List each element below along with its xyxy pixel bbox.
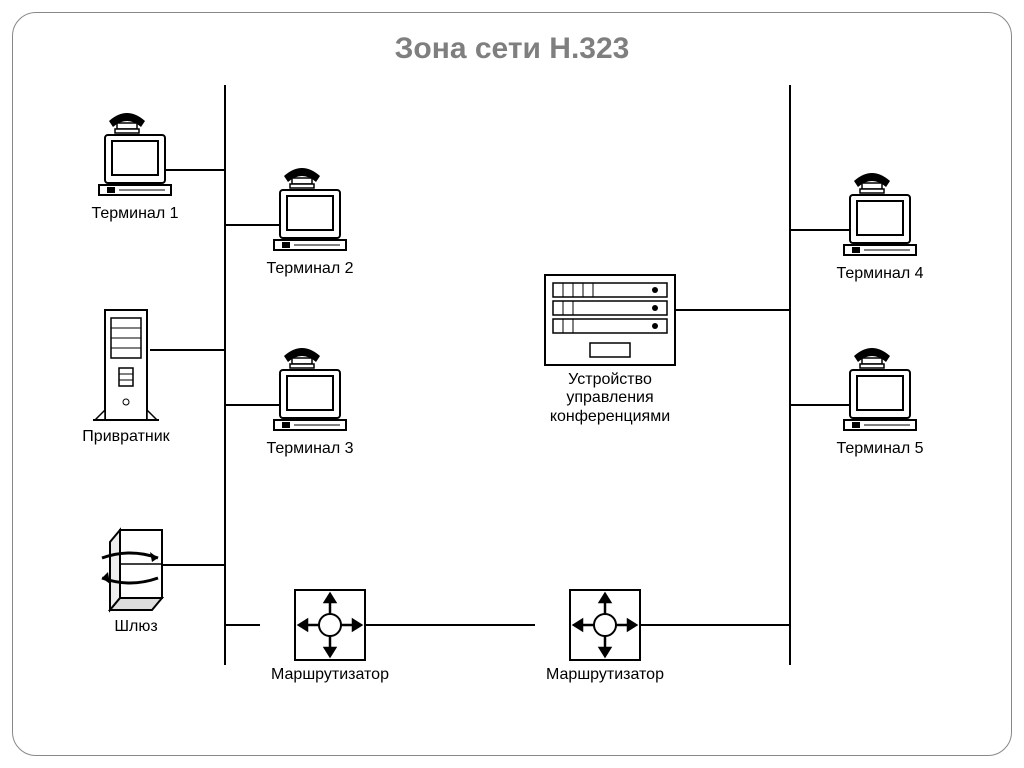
terminal-icon xyxy=(274,168,346,250)
mcu-icon xyxy=(545,275,675,365)
label-terminal4: Терминал 4 xyxy=(820,265,940,283)
terminal-icon xyxy=(99,113,171,195)
label-terminal2: Терминал 2 xyxy=(250,260,370,278)
node-router1 xyxy=(295,590,365,660)
label-router2: Маршрутизатор xyxy=(530,666,680,684)
node-terminal1 xyxy=(99,113,171,195)
label-gatekeeper: Привратник xyxy=(66,428,186,446)
label-router1: Маршрутизатор xyxy=(255,666,405,684)
node-terminal5 xyxy=(844,348,916,430)
node-terminal3 xyxy=(274,348,346,430)
node-router2 xyxy=(570,590,640,660)
terminal-icon xyxy=(844,348,916,430)
network-diagram xyxy=(0,0,1024,768)
terminal-icon xyxy=(274,348,346,430)
server-icon xyxy=(93,310,159,420)
terminal-icon xyxy=(844,173,916,255)
gateway-icon xyxy=(102,530,162,610)
node-gatekeeper xyxy=(93,310,159,420)
router-icon xyxy=(295,590,365,660)
node-terminal2 xyxy=(274,168,346,250)
label-terminal1: Терминал 1 xyxy=(75,205,195,223)
router-icon xyxy=(570,590,640,660)
label-terminal3: Терминал 3 xyxy=(250,440,370,458)
node-gateway xyxy=(102,530,162,610)
label-mcu: Устройствоуправленияконференциями xyxy=(530,371,690,426)
label-terminal5: Терминал 5 xyxy=(820,440,940,458)
label-gateway: Шлюз xyxy=(76,618,196,636)
node-mcu xyxy=(545,275,675,365)
node-terminal4 xyxy=(844,173,916,255)
